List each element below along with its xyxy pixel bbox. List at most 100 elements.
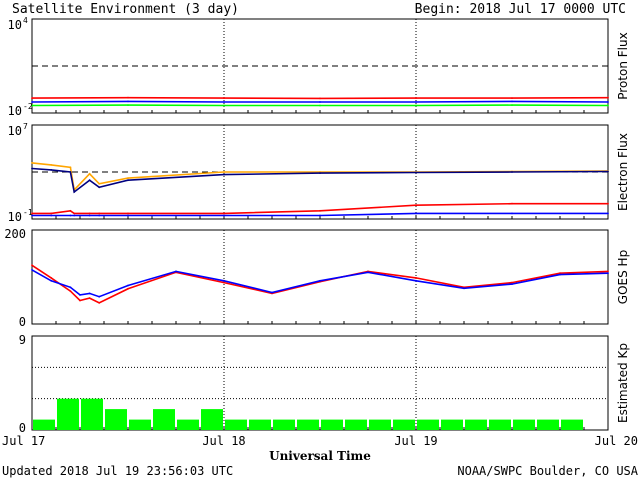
data-point-red [559,272,561,275]
kp-bar [345,419,367,430]
data-point-blue [511,212,513,215]
data-point-red [50,212,53,215]
data-point-blue [511,100,513,103]
data-point-navy [127,179,129,182]
data-point-red [415,97,417,99]
x-tick-label: Jul 20 [595,434,638,448]
data-point-orange [98,182,101,185]
data-point-red [223,97,225,99]
data-point-blue [463,287,465,290]
x-axis-title: Universal Time [269,449,371,463]
data-point-blue [415,101,417,103]
kp-bar [225,419,247,430]
kp-bar [393,419,415,430]
y-tick-top: 9 [19,333,26,347]
data-point-red [69,209,72,212]
x-tick-label: Jul 18 [202,434,245,448]
data-point-green [223,104,225,107]
data-point-red [31,97,33,99]
data-point-green [127,104,129,106]
data-point-orange [88,172,91,175]
updated-timestamp: Updated 2018 Jul 19 23:56:03 UTC [2,464,233,478]
data-point-navy [50,169,53,171]
data-point-navy [88,179,91,182]
y-tick-bottom: 10 [8,210,22,224]
data-point-blue [50,279,53,282]
panel-frame [31,335,609,431]
kp-bar [129,419,151,430]
data-point-orange [127,177,129,180]
data-point-green [511,104,513,106]
data-point-red [223,212,225,215]
kp-bar [561,419,583,430]
kp-bar [105,409,127,430]
kp-bar [33,419,55,430]
kp-bar [57,398,79,430]
data-point-blue [319,279,321,282]
y-tick-top-exponent: 7 [23,122,28,131]
data-point-navy [319,172,321,175]
data-point-blue [69,286,72,289]
data-point-red [69,290,72,292]
y-axis-label: GOES Hp [616,250,630,304]
data-point-red [415,204,417,207]
data-point-navy [511,171,513,173]
x-tick-label: Jul 17 [2,434,45,448]
data-point-blue [559,273,561,276]
data-point-red [607,270,609,273]
data-point-orange [223,171,225,173]
data-point-red [79,299,81,302]
data-point-red [98,212,101,215]
y-tick-bottom: 0 [19,421,26,435]
kp-bar [153,409,175,430]
data-point-orange [31,162,33,164]
data-point-blue [31,214,33,217]
kp-bar [441,419,463,430]
data-point-green [415,104,417,107]
data-point-blue [223,279,225,282]
data-point-blue [98,295,101,298]
y-tick-top: 10 [8,18,22,32]
data-point-navy [415,171,417,174]
kp-bar [321,419,343,430]
data-point-blue [50,214,53,217]
data-point-red [319,209,321,212]
data-point-red [319,97,321,100]
data-point-blue [223,101,225,103]
data-point-navy [607,170,609,173]
data-point-blue [367,271,369,274]
data-point-blue [31,269,33,271]
data-point-red [415,277,417,279]
kp-bar [297,419,319,430]
series-line-red [32,202,608,215]
y-tick-bottom: 10 [8,104,22,118]
chart-title: Satellite Environment (3 day) [12,2,239,17]
data-point-red [127,212,129,215]
y-tick-top-exponent: 4 [23,16,28,25]
data-point-blue [127,100,129,103]
y-tick-top: 200 [4,227,26,241]
data-point-blue [319,101,321,103]
data-point-red [511,281,513,284]
data-point-navy [69,171,72,173]
data-point-red [511,97,513,99]
data-point-green [31,104,33,107]
kp-bar [489,419,511,430]
kp-bar [273,419,295,430]
data-point-red [607,96,609,99]
data-point-red [31,212,33,215]
data-point-blue [98,214,101,217]
kp-bar [369,419,391,430]
kp-bar [201,409,223,430]
kp-bar [249,419,271,430]
kp-bar [417,419,439,430]
data-point-red [50,277,53,279]
y-axis-label: Estimated Kp [616,343,630,423]
series-line-navy [31,167,609,194]
data-point-blue [79,294,81,296]
y-axis-label: Proton Flux [616,32,630,99]
data-point-blue [127,284,129,287]
kp-bar [177,419,199,430]
kp-bar [513,419,535,430]
